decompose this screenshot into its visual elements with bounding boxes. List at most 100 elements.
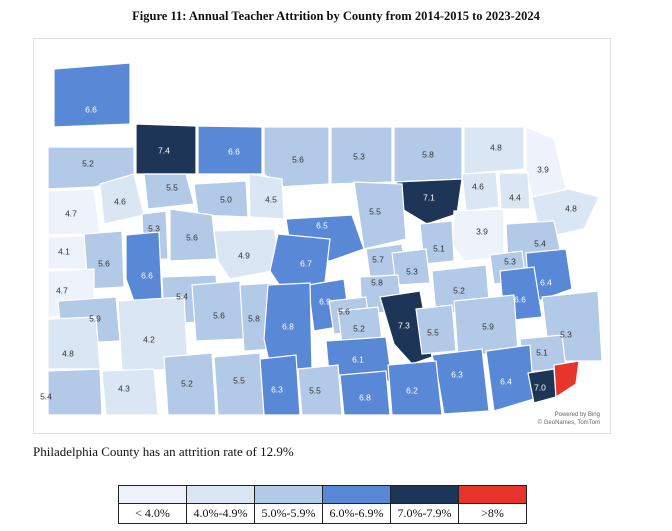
county-rate-label: 4.8: [565, 203, 577, 213]
legend-swatch-5: [254, 485, 323, 504]
county-region: [297, 364, 343, 416]
county-rate-label: 6.6: [85, 104, 97, 114]
legend-label-8: >8%: [458, 503, 527, 524]
legend-label-4: 4.0%-4.9%: [186, 503, 255, 524]
county-rate-label: 6.1: [352, 354, 364, 364]
county-rate-label: 4.7: [65, 208, 77, 218]
legend-swatch-8: [458, 485, 527, 504]
county-region: [353, 181, 407, 250]
county-rate-label: 5.8: [422, 149, 434, 159]
legend-label-5: 5.0%-5.9%: [254, 503, 323, 524]
county-rate-label: 6.6: [141, 270, 153, 280]
county-region: [391, 248, 431, 286]
county-rate-label: 4.2: [143, 334, 155, 344]
county-rate-label: 4.8: [490, 142, 502, 152]
county-rate-label: 5.8: [248, 313, 260, 323]
county-rate-label: 7.4: [158, 145, 170, 155]
legend-label-lt4: < 4.0%: [118, 503, 187, 524]
county-rate-label: 4.4: [509, 192, 521, 202]
philadelphia-note: Philadelphia County has an attrition rat…: [33, 444, 294, 459]
county-rate-label: 5.2: [82, 158, 94, 168]
county-rate-label: 4.8: [62, 348, 74, 358]
county-region: [463, 126, 525, 175]
county-region: [259, 354, 301, 416]
county-rate-label: 5.5: [427, 327, 439, 337]
county-rate-label: 5.2: [181, 378, 193, 388]
county-region: [339, 370, 391, 416]
county-rate-label: 5.9: [89, 313, 101, 323]
county-region: [525, 126, 567, 198]
county-rate-label: 3.9: [537, 164, 549, 174]
county-map: 6.6 7.4 6.6 5.6 5.3 5.8 4.8 3.9 5.2 4.6 5.5 5.0 4.5 7…: [40, 62, 603, 416]
county-rate-label: 7.3: [398, 320, 410, 330]
county-region: [330, 126, 393, 185]
county-rate-label: 4.9: [238, 250, 250, 260]
figure-title: Figure 11: Annual Teacher Attrition by C…: [132, 9, 540, 23]
county-region: [248, 173, 285, 220]
legend: < 4.0% 4.0%-4.9% 5.0%-5.9% 6.0%-6.9% 7.0…: [118, 485, 527, 524]
county-rate-label: 6.6: [514, 294, 526, 304]
county-region: [263, 126, 330, 188]
county-region: [387, 360, 443, 416]
county-rate-label: 5.8: [371, 277, 383, 287]
county-rate-label: 6.4: [500, 376, 512, 386]
county-region: [213, 228, 283, 280]
county-rate-label: 4.3: [118, 383, 130, 393]
county-rate-label: 5.5: [233, 375, 245, 385]
county-rate-label: 6.8: [282, 321, 294, 331]
county-region: [135, 123, 197, 175]
county-rate-label: 5.2: [453, 285, 465, 295]
county-region: [169, 208, 218, 262]
copyright-text: © GeoNames, TomTom: [537, 420, 600, 426]
legend-label-7: 7.0%-7.9%: [390, 503, 459, 524]
county-rate-label: 6.9: [319, 296, 331, 306]
county-rate-label: 5.5: [166, 182, 178, 192]
county-rate-label: 5.5: [369, 206, 381, 216]
legend-label-6: 6.0%-6.9%: [322, 503, 391, 524]
county-region: [53, 62, 131, 128]
county-rate-label: 5.1: [433, 243, 445, 253]
county-rate-label: 4.1: [58, 246, 70, 256]
county-rate-label: 6.4: [540, 277, 552, 287]
county-rate-label: 5.9: [482, 321, 494, 331]
county-rate-label: 5.4: [176, 291, 188, 301]
legend-swatch-lt4: [118, 485, 187, 504]
map-frame: 6.6 7.4 6.6 5.6 5.3 5.8 4.8 3.9 5.2 4.6 5.5 5.0 4.5 7…: [33, 38, 611, 434]
county-region: [461, 171, 500, 212]
county-rate-label: 6.8: [359, 392, 371, 402]
county-shapes: [47, 62, 603, 416]
county-rate-label: 4.6: [472, 181, 484, 191]
county-rate-label: 4.5: [265, 194, 277, 204]
powered-by-text: Powered by Bing: [554, 412, 600, 418]
county-rate-label: 5.2: [353, 323, 365, 333]
county-rate-label: 5.3: [560, 329, 572, 339]
county-rate-label: 5.6: [338, 306, 350, 316]
county-rate-label: 5.0: [220, 194, 232, 204]
county-region: [101, 368, 159, 416]
county-region: [197, 125, 263, 175]
county-rate-label: 6.3: [271, 384, 283, 394]
county-rate-label: 7.1: [423, 192, 435, 202]
county-rate-label: 4.7: [56, 285, 68, 295]
county-labels: 6.6 7.4 6.6 5.6 5.3 5.8 4.8 3.9 5.2 4.6 5.5 5.0 4.5 7…: [40, 104, 577, 402]
county-rate-label: 5.3: [148, 223, 160, 233]
legend-swatch-6: [322, 485, 391, 504]
county-region: [47, 316, 101, 370]
county-region: [47, 368, 103, 416]
county-rate-label: 6.3: [451, 369, 463, 379]
county-rate-label: 5.3: [504, 256, 516, 266]
county-rate-label: 5.1: [536, 347, 548, 357]
legend-swatch-7: [390, 485, 459, 504]
county-rate-label: 5.7: [372, 254, 384, 264]
county-region: [498, 172, 531, 210]
county-rate-label: 5.3: [353, 151, 365, 161]
county-rate-label: 5.6: [213, 310, 225, 320]
county-rate-label: 5.5: [309, 385, 321, 395]
county-rate-label: 3.9: [476, 226, 488, 236]
county-rate-label: 7.0: [534, 382, 546, 392]
county-rate-label: 5.3: [406, 266, 418, 276]
county-rate-label: 5.4: [534, 238, 546, 248]
county-rate-label: 5.4: [40, 391, 52, 401]
county-rate-label: 6.6: [228, 146, 240, 156]
county-rate-label: 6.5: [316, 220, 328, 230]
